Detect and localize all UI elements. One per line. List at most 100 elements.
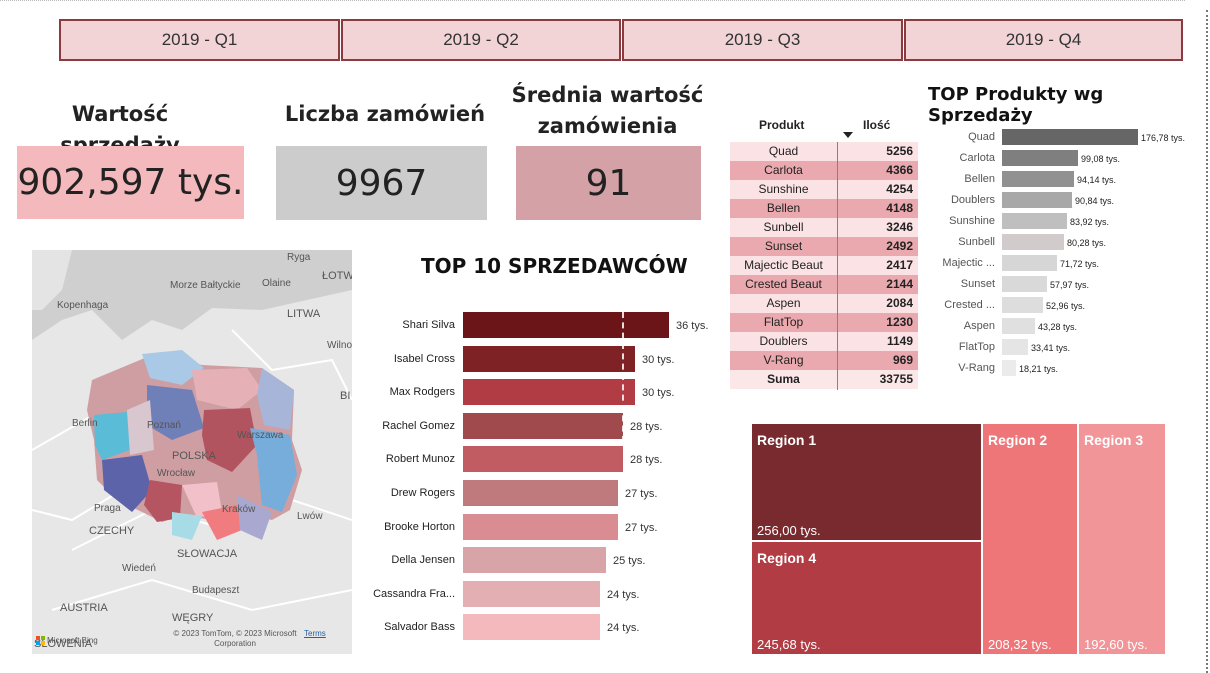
table-row[interactable]: Sunset 2492 [730,237,918,256]
seller-value-label: 30 tys. [642,354,675,366]
table-row[interactable]: Bellen 4148 [730,199,918,218]
region-name: Region 3 [1084,432,1144,448]
product-qty: 2084 [886,296,913,310]
treemap-tile-region-1[interactable]: Region 1 256,00 tys. [751,423,982,541]
top-product-bar[interactable] [1002,192,1072,208]
treemap-tile-region-4[interactable]: Region 3 192,60 tys. [1078,423,1166,655]
map-terms-link[interactable]: Terms [304,629,326,638]
header-qty[interactable]: Ilość [863,118,891,132]
seller-name: Max Rodgers [389,386,455,398]
product-qty: 969 [892,353,913,367]
treemap-tile-region-2[interactable]: Region 4 245,68 tys. [751,541,982,655]
region-map[interactable]: Ryga Morze Bałtyckie ŁOTW Kopenhaga Olai… [32,250,352,654]
top-product-bar[interactable] [1002,318,1035,334]
treemap-tile-region-3[interactable]: Region 2 208,32 tys. [982,423,1078,655]
quarter-button-q4[interactable]: 2019 - Q4 [904,19,1183,61]
top-product-bar[interactable] [1002,234,1064,250]
top-product-bar[interactable] [1002,360,1016,376]
top-product-value-label: 90,84 tys. [1075,196,1115,206]
top-product-bar[interactable] [1002,171,1074,187]
top-product-bar[interactable] [1002,129,1138,145]
map-label-city: Warszawa [237,430,284,441]
top-product-bar[interactable] [1002,150,1078,166]
top-product-name: V-Rang [958,362,995,374]
table-total-row[interactable]: Suma 33755 [730,370,918,389]
seller-bar[interactable] [463,514,618,540]
quarter-button-q2[interactable]: 2019 - Q2 [341,19,621,61]
top-product-bar[interactable] [1002,213,1067,229]
product-qty: 2492 [886,239,913,253]
seller-bar[interactable] [463,346,635,372]
voivodeship-shape [257,368,294,430]
table-row[interactable]: Crested Beaut 2144 [730,275,918,294]
product-name: FlatTop [763,315,804,329]
seller-bar[interactable] [463,581,600,607]
top-product-bar[interactable] [1002,297,1043,313]
product-name: Majectic Beaut [744,258,823,272]
sellers-title: TOP 10 SPRZEDAWCÓW [421,254,688,278]
voivodeship-shape [237,495,272,540]
top-product-value-label: 71,72 tys. [1060,259,1100,269]
bing-logo-icon [36,636,45,645]
kpi-card-avg-order-value: 91 [516,146,701,220]
product-qty: 1149 [886,334,913,348]
seller-bar[interactable] [463,614,600,640]
seller-value-label: 27 tys. [625,488,658,500]
seller-bar[interactable] [463,547,606,573]
table-row[interactable]: FlatTop 1230 [730,313,918,332]
top-product-name: FlatTop [958,341,995,353]
map-copyright: © 2023 TomTom, © 2023 Microsoft Corporat… [173,629,297,648]
top-product-bar[interactable] [1002,255,1057,271]
quarter-button-q3[interactable]: 2019 - Q3 [622,19,903,61]
region-value: 208,32 tys. [988,637,1052,652]
top-product-name: Bellen [964,173,995,185]
header-product[interactable]: Produkt [759,118,805,132]
top-product-bar[interactable] [1002,276,1047,292]
map-label-city: Lwów [297,511,323,522]
seller-bar[interactable] [463,446,623,472]
top-product-bar[interactable] [1002,339,1028,355]
top-product-name: Doublers [950,194,995,206]
map-label-city: Wrocław [157,468,196,479]
top-product-value-label: 80,28 tys. [1067,238,1107,248]
table-row[interactable]: Carlota 4366 [730,161,918,180]
table-row[interactable]: Quad 5256 [730,142,918,161]
voivodeship-shape [172,512,202,540]
table-row[interactable]: Doublers 1149 [730,332,918,351]
map-label-country: BI [340,390,351,402]
top-product-value-label: 94,14 tys. [1077,175,1117,185]
voivodeship-shape [202,408,257,472]
seller-name: Cassandra Fra... [373,588,455,600]
table-row[interactable]: Sunshine 4254 [730,180,918,199]
map-label-city: Kraków [222,504,256,515]
map-label-city: Poznań [147,420,181,431]
table-row[interactable]: V-Rang 969 [730,351,918,370]
seller-value-label: 28 tys. [630,421,663,433]
road-line [231,329,352,401]
seller-bar[interactable] [463,480,618,506]
product-name: Sunset [764,239,803,253]
voivodeship-shape [147,385,204,440]
voivodeship-shape [202,505,242,540]
table-row[interactable]: Sunbell 3246 [730,218,918,237]
sort-desc-icon[interactable] [843,132,853,139]
quarter-button-q1[interactable]: 2019 - Q1 [59,19,340,61]
product-name: Carlota [764,163,803,177]
top-product-value-label: 99,08 tys. [1081,154,1121,164]
seller-bar[interactable] [463,413,623,439]
product-qty: 3246 [886,220,913,234]
table-row[interactable]: Aspen 2084 [730,294,918,313]
product-qty: 4366 [886,163,913,177]
product-qty: 5256 [886,144,913,158]
seller-value-label: 27 tys. [625,522,658,534]
seller-bar[interactable] [463,379,635,405]
land-shape [32,250,72,310]
voivodeship-shape [102,455,152,512]
region-value: 256,00 tys. [757,523,821,538]
region-value: 192,60 tys. [1084,637,1148,652]
seller-bar[interactable] [463,312,669,338]
map-label-country: LITWA [287,308,321,320]
table-row[interactable]: Majectic Beaut 2417 [730,256,918,275]
top-dotted-border [0,0,1185,1]
seller-name: Della Jensen [391,554,455,566]
